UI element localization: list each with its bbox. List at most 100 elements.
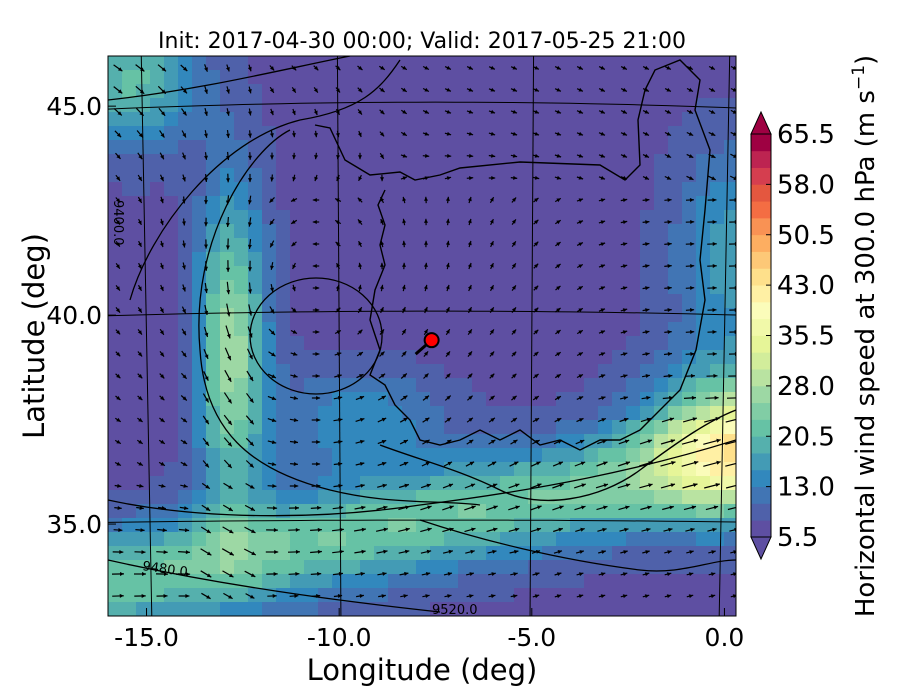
speed-cell [248, 448, 263, 463]
speed-cell [122, 434, 137, 449]
wind-vector-head [622, 242, 628, 247]
wind-vector-head [184, 528, 190, 533]
speed-cell [500, 518, 515, 533]
speed-cell [108, 504, 123, 519]
wind-vector-head [138, 461, 143, 466]
speed-cell [528, 70, 543, 85]
wind-vector-head [380, 373, 386, 378]
wind-vector-head [291, 219, 296, 224]
speed-cell [640, 546, 655, 561]
wind-vector-head [688, 87, 693, 92]
speed-cell [304, 182, 319, 197]
speed-cell [108, 112, 123, 127]
speed-cell [570, 98, 585, 113]
wind-vector-head [600, 175, 605, 180]
speed-cell [724, 336, 736, 351]
speed-cell [612, 84, 627, 99]
speed-cell [514, 378, 529, 393]
wind-vector-head [712, 286, 717, 290]
speed-cell [388, 518, 403, 533]
wind-vector-head [358, 262, 363, 268]
speed-cell [472, 154, 487, 169]
wind-vector-head [469, 572, 474, 576]
speed-cell [542, 252, 557, 267]
wind-vector-head [666, 154, 672, 158]
wind-vector-head [137, 220, 142, 225]
colorbar-extend-max [750, 110, 772, 135]
speed-cell [360, 98, 375, 113]
speed-cell [178, 280, 193, 295]
wind-vector-head [511, 307, 516, 312]
speed-cell [318, 154, 333, 169]
speed-cell [472, 126, 487, 141]
speed-cell [234, 266, 249, 281]
speed-cell [724, 238, 736, 253]
speed-cell [640, 210, 655, 225]
wind-vector-head [692, 417, 697, 422]
wind-vector-head [710, 132, 716, 136]
speed-cell [122, 294, 137, 309]
speed-cell [416, 168, 431, 183]
wind-vector-head [556, 330, 561, 335]
wind-vector-head [358, 219, 363, 224]
speed-cell [724, 602, 736, 616]
wind-vector-head [712, 264, 717, 268]
speed-cell [164, 196, 179, 211]
speed-cell [640, 602, 655, 616]
speed-cell [696, 518, 711, 533]
speed-cell [192, 280, 207, 295]
wind-vector-head [204, 463, 209, 468]
speed-cell [332, 56, 347, 71]
speed-cell [178, 406, 193, 421]
speed-cell [444, 378, 459, 393]
speed-cell [444, 546, 459, 561]
wind-vector-head [600, 572, 606, 577]
speed-cell [178, 532, 193, 547]
speed-cell [388, 238, 403, 253]
speed-cell [290, 266, 305, 281]
speed-cell [430, 602, 445, 616]
wind-vector-head [712, 330, 717, 334]
wind-vector-head [581, 505, 586, 510]
wind-vector-head [710, 594, 716, 599]
wind-vector-head [139, 111, 144, 116]
speed-cell [234, 364, 249, 379]
speed-cell [486, 364, 501, 379]
wind-vector-head [183, 66, 188, 71]
speed-cell [136, 462, 151, 477]
speed-cell [542, 112, 557, 127]
speed-cell [444, 112, 459, 127]
speed-cell [528, 560, 543, 575]
wind-vector-head [293, 418, 299, 422]
wind-vector-head [360, 483, 365, 488]
wind-vector-head [711, 154, 716, 158]
speed-cell [626, 420, 641, 435]
wind-vector-head [336, 352, 342, 357]
speed-cell [640, 140, 655, 155]
speed-cell [150, 224, 165, 239]
speed-cell [724, 70, 736, 85]
colorbar-swatch [751, 184, 771, 202]
wind-vector-head [666, 176, 672, 180]
wind-vector-head [336, 155, 341, 160]
speed-cell [696, 294, 711, 309]
wind-vector-head [380, 351, 385, 356]
wind-vector-head [184, 506, 189, 510]
speed-cell [206, 532, 221, 547]
speed-cell [528, 350, 543, 365]
speed-cell [136, 294, 151, 309]
wind-vector-head [622, 198, 628, 203]
wind-vector-head [292, 308, 297, 313]
wind-vector-head [578, 264, 583, 269]
wind-vector-head [250, 573, 256, 577]
speed-cell [136, 434, 151, 449]
speed-cell [570, 56, 585, 71]
speed-cell [668, 238, 683, 253]
speed-cell [710, 196, 725, 211]
wind-vector-head [295, 571, 300, 576]
wind-vector-head [493, 527, 498, 532]
speed-cell [136, 476, 151, 491]
wind-vector-head [600, 220, 606, 225]
speed-cell [192, 196, 207, 211]
speed-cell [430, 154, 445, 169]
